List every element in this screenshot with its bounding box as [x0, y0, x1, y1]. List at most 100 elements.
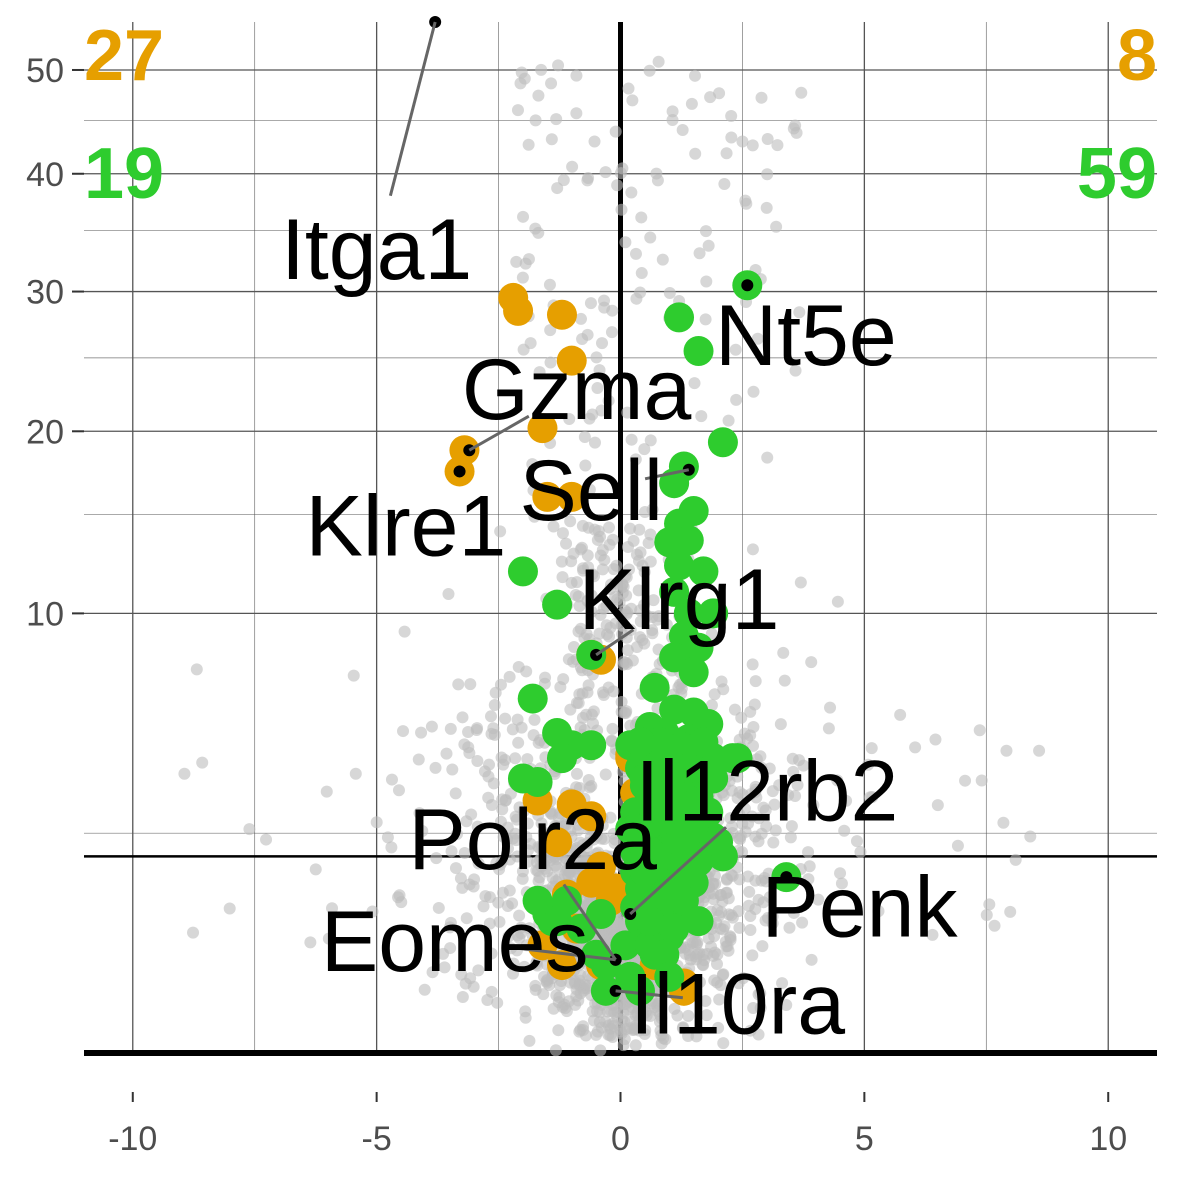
- background-point: [535, 63, 548, 76]
- background-point: [556, 571, 569, 584]
- background-point: [746, 543, 759, 556]
- background-point: [752, 1028, 765, 1041]
- green-point: [703, 827, 734, 858]
- background-point: [584, 297, 597, 310]
- background-point: [483, 758, 496, 771]
- background-point: [926, 928, 939, 941]
- background-point: [652, 610, 665, 623]
- background-point: [635, 211, 648, 224]
- background-point: [737, 972, 750, 985]
- background-point: [577, 1020, 590, 1033]
- green-point: [576, 730, 607, 761]
- background-point: [501, 842, 514, 855]
- background-point: [634, 615, 647, 628]
- background-point: [445, 845, 458, 858]
- background-point: [626, 94, 639, 107]
- background-point: [786, 752, 799, 765]
- background-point: [812, 893, 825, 906]
- background-point: [570, 767, 583, 780]
- background-point: [550, 113, 563, 126]
- background-point: [736, 846, 749, 859]
- background-point: [643, 64, 656, 77]
- orange-point: [527, 413, 558, 444]
- gene-label-eomes: Eomes: [321, 894, 589, 990]
- background-point: [485, 947, 498, 960]
- background-point: [739, 194, 752, 207]
- background-point: [802, 846, 815, 859]
- background-point: [590, 351, 603, 364]
- background-point: [929, 733, 942, 746]
- background-point: [532, 226, 545, 239]
- background-point: [805, 656, 818, 669]
- background-point: [555, 555, 568, 568]
- background-point: [838, 824, 851, 837]
- x-tick-label: -10: [108, 1120, 157, 1158]
- background-point: [689, 147, 702, 160]
- background-point: [581, 328, 594, 341]
- background-point: [959, 774, 972, 787]
- background-point: [522, 138, 535, 151]
- background-point: [682, 943, 695, 956]
- background-point: [521, 817, 534, 830]
- background-point: [790, 126, 803, 139]
- background-point: [797, 759, 810, 772]
- background-point: [482, 770, 495, 783]
- background-point: [785, 820, 798, 833]
- background-point: [652, 55, 665, 68]
- green-point: [659, 694, 690, 725]
- background-point: [666, 114, 679, 127]
- background-point: [430, 852, 443, 865]
- background-point: [529, 114, 542, 127]
- background-point: [730, 393, 743, 406]
- background-point: [726, 869, 739, 882]
- background-point: [736, 135, 749, 148]
- background-point: [574, 860, 587, 873]
- background-point: [449, 787, 462, 800]
- background-point: [562, 864, 575, 877]
- background-point: [557, 174, 570, 187]
- background-point: [482, 791, 495, 804]
- background-point: [763, 891, 776, 904]
- background-point: [518, 960, 531, 973]
- background-point: [502, 930, 515, 943]
- background-point: [395, 896, 408, 909]
- background-point: [646, 624, 659, 637]
- background-point: [787, 765, 800, 778]
- background-point: [607, 563, 620, 576]
- background-point: [638, 1028, 651, 1041]
- orange-point: [546, 299, 577, 330]
- background-point: [426, 966, 439, 979]
- count-upper-left: 19: [84, 134, 164, 214]
- green-point: [625, 727, 656, 758]
- green-point: [683, 632, 714, 663]
- background-point: [485, 985, 498, 998]
- background-point: [506, 967, 519, 980]
- background-point: [464, 678, 477, 691]
- background-point: [535, 817, 548, 830]
- background-point: [524, 837, 537, 850]
- orange-point: [576, 801, 607, 832]
- background-point: [600, 619, 613, 632]
- background-point: [789, 364, 802, 377]
- background-point: [551, 182, 564, 195]
- background-point: [690, 1030, 703, 1043]
- green-point: [517, 683, 548, 714]
- background-point: [644, 528, 657, 541]
- background-point: [444, 722, 457, 735]
- background-point: [688, 69, 701, 82]
- background-point: [322, 932, 335, 945]
- background-point: [260, 833, 273, 846]
- background-point: [629, 247, 642, 260]
- background-point: [597, 686, 610, 699]
- highlight-point-klre1: [453, 465, 466, 478]
- background-point: [366, 905, 379, 918]
- background-point: [595, 404, 608, 417]
- green-point: [507, 556, 538, 587]
- axes: -10 -5 0 5 10 10 20 30 40 50: [26, 52, 1127, 1158]
- background-point: [190, 663, 203, 676]
- green-point: [551, 885, 582, 916]
- background-point: [618, 1015, 631, 1028]
- background-point: [634, 286, 647, 299]
- green-point: [673, 753, 704, 784]
